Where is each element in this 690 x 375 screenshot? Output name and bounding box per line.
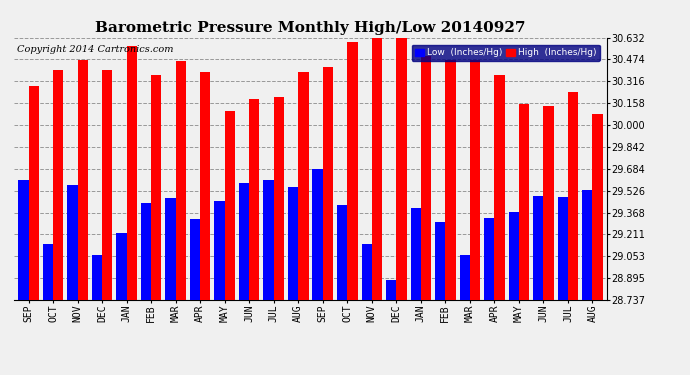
Bar (386, 280, 396, 300)
Bar (77, 60, 88, 300)
Bar (337, 206, 347, 300)
Bar (239, 183, 249, 300)
Bar (313, 170, 323, 300)
Bar (225, 111, 235, 300)
Bar (92, 255, 102, 300)
Bar (435, 222, 445, 300)
Bar (200, 72, 210, 300)
Bar (509, 212, 519, 300)
Text: Copyright 2014 Cartronics.com: Copyright 2014 Cartronics.com (17, 45, 173, 54)
Bar (102, 70, 112, 300)
Bar (495, 75, 504, 300)
Bar (568, 92, 578, 300)
Bar (372, 38, 382, 300)
Bar (215, 201, 225, 300)
Bar (470, 60, 480, 300)
Bar (362, 244, 372, 300)
Bar (460, 255, 470, 300)
Bar (421, 56, 431, 300)
Bar (151, 75, 161, 300)
Bar (141, 202, 151, 300)
Bar (396, 38, 406, 300)
Bar (126, 46, 137, 300)
Bar (484, 218, 495, 300)
Bar (43, 244, 53, 300)
Bar (176, 62, 186, 300)
Bar (249, 99, 259, 300)
Bar (593, 114, 603, 300)
Bar (411, 208, 421, 300)
Bar (533, 196, 544, 300)
Bar (519, 104, 529, 300)
Bar (190, 219, 200, 300)
Bar (323, 67, 333, 300)
Legend: Low  (Inches/Hg), High  (Inches/Hg): Low (Inches/Hg), High (Inches/Hg) (411, 45, 600, 61)
Bar (67, 184, 77, 300)
Bar (347, 42, 357, 300)
Bar (274, 98, 284, 300)
Bar (53, 70, 63, 300)
Bar (166, 198, 176, 300)
Bar (558, 197, 568, 300)
Bar (28, 86, 39, 300)
Bar (582, 190, 593, 300)
Bar (18, 180, 28, 300)
Bar (288, 188, 298, 300)
Bar (445, 60, 455, 300)
Title: Barometric Pressure Monthly High/Low 20140927: Barometric Pressure Monthly High/Low 201… (95, 21, 526, 35)
Bar (117, 233, 126, 300)
Bar (298, 72, 308, 300)
Bar (264, 180, 274, 300)
Bar (544, 106, 554, 300)
